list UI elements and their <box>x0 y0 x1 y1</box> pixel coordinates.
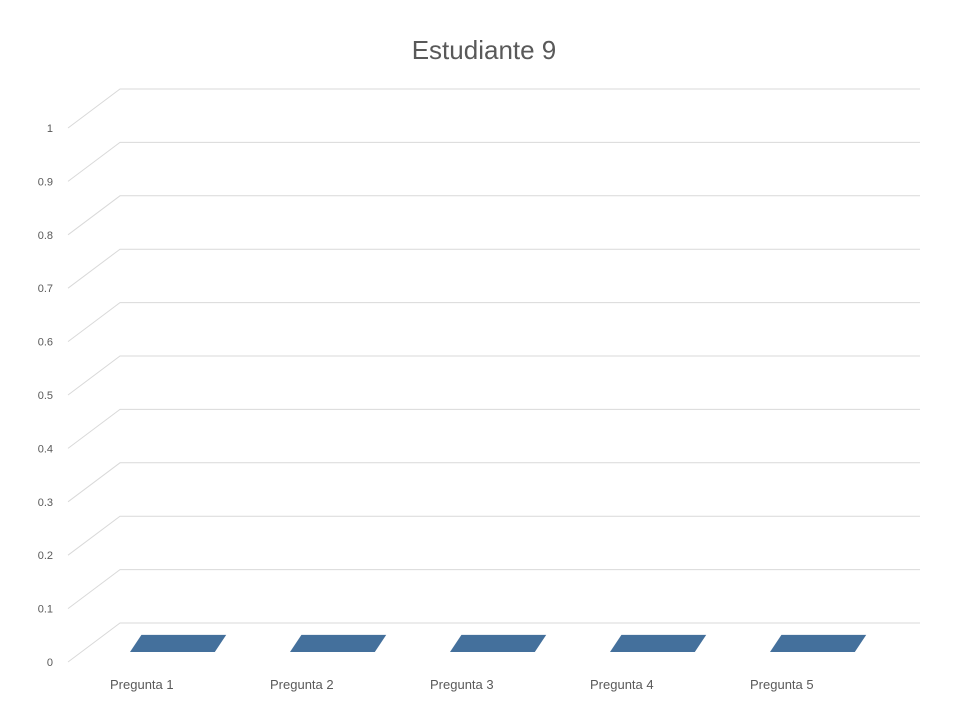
x-category-label: Pregunta 2 <box>270 677 334 692</box>
y-tick-label: 1 <box>47 123 53 135</box>
gridline <box>67 515 920 556</box>
y-tick-label: 0.3 <box>38 497 53 509</box>
y-tick-label: 0.5 <box>38 390 53 402</box>
gridline <box>67 195 920 236</box>
gridline <box>67 569 920 609</box>
gridline <box>67 141 920 182</box>
bar <box>290 634 387 652</box>
gridline <box>67 302 920 342</box>
x-category-label: Pregunta 4 <box>590 677 654 692</box>
y-tick-label: 0.8 <box>38 230 53 242</box>
x-category-label: Pregunta 5 <box>750 677 814 692</box>
gridline <box>67 88 920 129</box>
bar <box>130 634 227 652</box>
gridline <box>67 462 920 503</box>
x-category-label: Pregunta 3 <box>430 677 494 692</box>
bar <box>450 634 547 652</box>
gridline <box>67 408 920 449</box>
gridline <box>67 248 920 289</box>
y-tick-label: 0.1 <box>38 604 53 616</box>
y-tick-label: 0.7 <box>38 283 53 295</box>
y-tick-label: 0.2 <box>38 550 53 562</box>
bar <box>610 634 707 652</box>
y-tick-label: 0.4 <box>38 443 53 455</box>
x-category-label: Pregunta 1 <box>110 677 174 692</box>
bars <box>130 634 867 652</box>
y-tick-label: 0.6 <box>38 337 53 349</box>
y-tick-label: 0 <box>47 657 53 669</box>
bar <box>770 634 867 652</box>
gridlines <box>67 88 920 663</box>
chart-title: Estudiante 9 <box>412 35 557 65</box>
y-axis-ticks: 0 0.1 0.2 0.3 0.4 0.5 0.6 0.7 0.8 0.9 1 <box>38 123 53 669</box>
y-tick-label: 0.9 <box>38 176 53 188</box>
gridline <box>67 622 920 663</box>
gridline <box>67 355 920 396</box>
x-axis-categories: Pregunta 1 Pregunta 2 Pregunta 3 Pregunta 4… <box>110 677 814 692</box>
